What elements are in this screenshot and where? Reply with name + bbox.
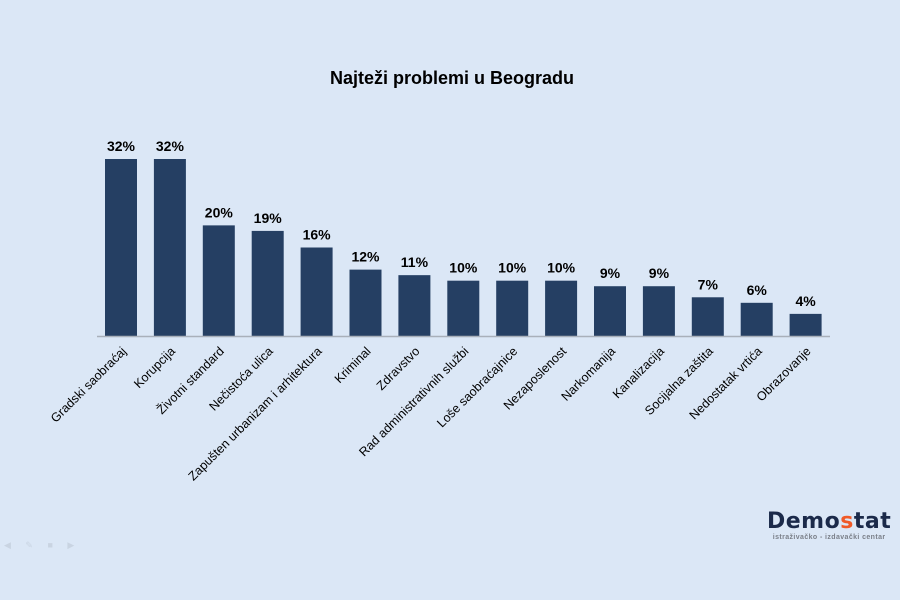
category-label: Kriminal (332, 344, 374, 386)
bar (545, 280, 578, 336)
logo-text: Demo (767, 509, 841, 534)
logo-accent: s (840, 509, 854, 534)
category-label: Gradski saobraćaj (48, 344, 129, 425)
data-label: 11% (401, 254, 429, 270)
category-label: Loše saobraćajnice (434, 344, 520, 430)
bar (740, 302, 773, 336)
bar (398, 275, 431, 336)
demostat-logo: Demostat istraživačko - izdavački centar (767, 509, 892, 542)
data-label: 10% (547, 260, 576, 276)
data-label: 32% (107, 138, 136, 154)
logo-tagline: istraživačko - izdavački centar (772, 534, 886, 541)
data-label: 7% (698, 276, 719, 292)
data-label: 19% (254, 210, 283, 226)
bar (105, 159, 137, 336)
category-label: Korupcija (131, 344, 178, 391)
bar (153, 159, 186, 336)
bar (594, 286, 626, 336)
slide-nav-controls[interactable]: ◀ ✎ ■ ▶ (4, 540, 81, 550)
bar (349, 269, 382, 336)
data-label: 10% (449, 260, 478, 276)
data-label: 32% (156, 138, 185, 154)
bar (691, 297, 724, 336)
data-label: 12% (351, 249, 380, 265)
bar (447, 280, 480, 336)
bar (642, 286, 675, 336)
bar (496, 280, 529, 336)
logo-text-end: tat (853, 509, 892, 534)
data-label: 9% (649, 265, 670, 281)
bar (789, 313, 822, 336)
bar (251, 230, 284, 336)
data-label: 16% (303, 227, 332, 243)
data-label: 9% (600, 265, 621, 281)
category-label: Zdravstvo (374, 344, 423, 393)
data-label: 10% (498, 260, 527, 276)
bar (300, 247, 333, 336)
data-label: 20% (205, 204, 234, 220)
chart-title: Najteži problemi u Beogradu (330, 68, 574, 88)
data-label: 4% (795, 293, 816, 309)
data-label: 6% (747, 282, 768, 298)
bar (202, 225, 235, 336)
